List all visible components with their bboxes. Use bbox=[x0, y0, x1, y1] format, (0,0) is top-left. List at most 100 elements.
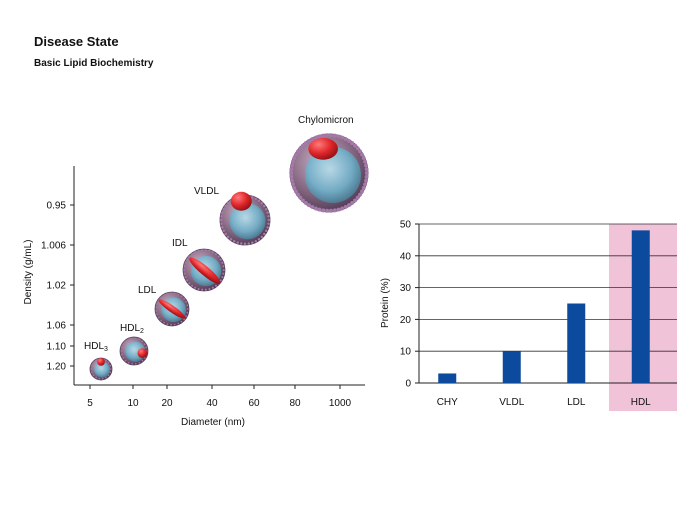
lipid-head bbox=[184, 261, 187, 264]
lipid-head bbox=[347, 203, 351, 208]
bar-hdl bbox=[631, 230, 650, 383]
lipid-head bbox=[298, 146, 303, 151]
lipid-head bbox=[217, 255, 220, 258]
lipid-head bbox=[317, 207, 322, 212]
lipid-head bbox=[170, 323, 172, 326]
lipid-head bbox=[293, 152, 298, 157]
lipid-head bbox=[120, 346, 123, 349]
lipid-head bbox=[143, 343, 146, 345]
lipid-head bbox=[160, 319, 163, 322]
scatter-y-tick-label: 0.95 bbox=[47, 201, 67, 212]
particle-core bbox=[94, 361, 111, 378]
lipid-head bbox=[90, 368, 92, 370]
lipid-head bbox=[92, 374, 95, 377]
bar-x-tick-label: VLDL bbox=[499, 397, 524, 408]
lipid-head bbox=[229, 238, 233, 241]
lipid-head bbox=[214, 253, 217, 256]
bar-y-tick-label: 50 bbox=[400, 220, 412, 231]
lipid-head bbox=[120, 353, 123, 356]
lipid-head bbox=[173, 323, 176, 326]
lipid-head bbox=[177, 293, 180, 296]
lipid-head bbox=[105, 359, 107, 362]
scatter-x-tick-label: 40 bbox=[206, 398, 218, 409]
lipid-head bbox=[107, 361, 110, 364]
lipid-head bbox=[131, 362, 133, 365]
lipid-head bbox=[350, 141, 355, 146]
particle-idl: IDL bbox=[172, 238, 226, 292]
lipid-head bbox=[127, 361, 130, 364]
lipid-head bbox=[185, 315, 187, 317]
lipid-head bbox=[141, 359, 144, 362]
scatter-y-tick-label: 1.06 bbox=[47, 321, 67, 332]
lipid-head bbox=[226, 235, 230, 239]
lipid-head bbox=[188, 255, 191, 258]
lipid-head bbox=[226, 201, 230, 205]
lipid-head bbox=[232, 239, 236, 243]
lipid-head bbox=[208, 287, 211, 291]
lipid-head bbox=[186, 258, 189, 261]
lipid-head bbox=[364, 174, 369, 179]
scatter-x-tick-label: 20 bbox=[161, 398, 173, 409]
lipid-head bbox=[224, 204, 227, 208]
apoprotein bbox=[189, 257, 221, 284]
bar-y-tick-label: 0 bbox=[405, 379, 411, 390]
scatter-points: HDL3 HDL2 LDL IDL VLDL Chylomicron bbox=[84, 115, 369, 381]
lipid-head bbox=[290, 163, 294, 168]
lipid-head bbox=[251, 241, 254, 244]
scatter-x-ticks: 5 10 20 40 60 80 1000 bbox=[87, 385, 352, 409]
particle-label: LDL bbox=[138, 285, 157, 296]
lipid-head bbox=[122, 357, 125, 359]
particle-vldl: VLDL bbox=[194, 186, 271, 246]
lipid-head bbox=[163, 321, 165, 324]
lipid-head bbox=[188, 282, 191, 285]
bar-y-ticks: 0 10 20 30 40 50 bbox=[400, 220, 419, 390]
lipid-head bbox=[186, 279, 189, 282]
lipid-head bbox=[361, 156, 366, 161]
particle-core bbox=[229, 203, 266, 240]
lipid-head bbox=[177, 322, 180, 325]
lipid-head bbox=[353, 143, 357, 148]
lipid-head bbox=[184, 276, 187, 279]
lipid-head bbox=[211, 251, 214, 254]
lipid-head bbox=[135, 362, 137, 365]
lipid-head bbox=[328, 208, 333, 213]
lipid-head bbox=[361, 185, 366, 190]
bar-x-tick-label: LDL bbox=[567, 397, 586, 408]
lipid-head bbox=[160, 296, 163, 299]
lipid-head bbox=[340, 135, 345, 140]
lipid-head bbox=[105, 376, 107, 379]
lipid-head bbox=[267, 222, 270, 225]
lipid-head bbox=[240, 242, 243, 245]
lipid-head bbox=[343, 204, 348, 209]
lipid-head bbox=[336, 134, 341, 139]
lipid-head bbox=[293, 189, 298, 194]
scatter-x-tick-label: 80 bbox=[289, 398, 301, 409]
lipid-head bbox=[221, 226, 224, 229]
lipid-head bbox=[336, 207, 341, 212]
lipid-head bbox=[328, 133, 333, 138]
lipid-head bbox=[321, 208, 326, 213]
lipid-head bbox=[219, 258, 222, 261]
particle-label: HDL3 bbox=[84, 341, 108, 353]
lipid-head bbox=[364, 163, 368, 168]
lipid-head bbox=[222, 229, 226, 233]
lipid-head bbox=[307, 203, 311, 208]
lipid-head bbox=[183, 272, 186, 275]
lipid-head bbox=[191, 253, 194, 256]
lipid-head bbox=[296, 149, 300, 154]
lipid-head bbox=[254, 197, 258, 201]
lipid-head bbox=[183, 318, 185, 321]
lipid-head bbox=[95, 376, 97, 379]
lipid-head bbox=[191, 284, 194, 287]
lipid-head bbox=[321, 133, 326, 138]
bar-x-tick-labels: CHY VLDL LDL HDL bbox=[437, 397, 651, 408]
lipid-head bbox=[364, 178, 368, 183]
lipid-head bbox=[363, 182, 368, 187]
lipid-head bbox=[185, 301, 187, 303]
lipid-head bbox=[317, 134, 322, 139]
particle-label: Chylomicron bbox=[298, 115, 354, 126]
lipid-head bbox=[289, 171, 294, 175]
lipid-head bbox=[264, 229, 268, 233]
lipid-head bbox=[166, 293, 169, 295]
lipid-head bbox=[263, 232, 266, 236]
